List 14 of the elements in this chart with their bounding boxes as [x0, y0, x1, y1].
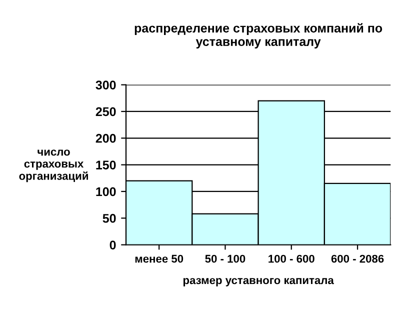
x-tick-label: 100 - 600: [268, 254, 314, 263]
y-tick-label: 0: [110, 240, 116, 250]
x-tick-label: менее 50: [135, 254, 184, 263]
x-axis-title: размер уставного капитала: [183, 278, 334, 286]
y-tick-label: 250: [96, 107, 116, 116]
y-tick-label: 150: [96, 160, 116, 170]
x-tick-label: 600 - 2086: [331, 254, 384, 263]
y-axis-title: число страховых организаций: [19, 150, 88, 182]
chart-title: распределение страховых компаний по уставному капиталу: [134, 23, 382, 49]
y-tick-label: 50: [102, 214, 116, 223]
y-tick-label: 200: [96, 134, 116, 143]
x-tick-label: 50 - 100: [205, 254, 246, 263]
y-tick-label: 100: [96, 187, 116, 196]
y-tick-label: 300: [96, 80, 116, 90]
